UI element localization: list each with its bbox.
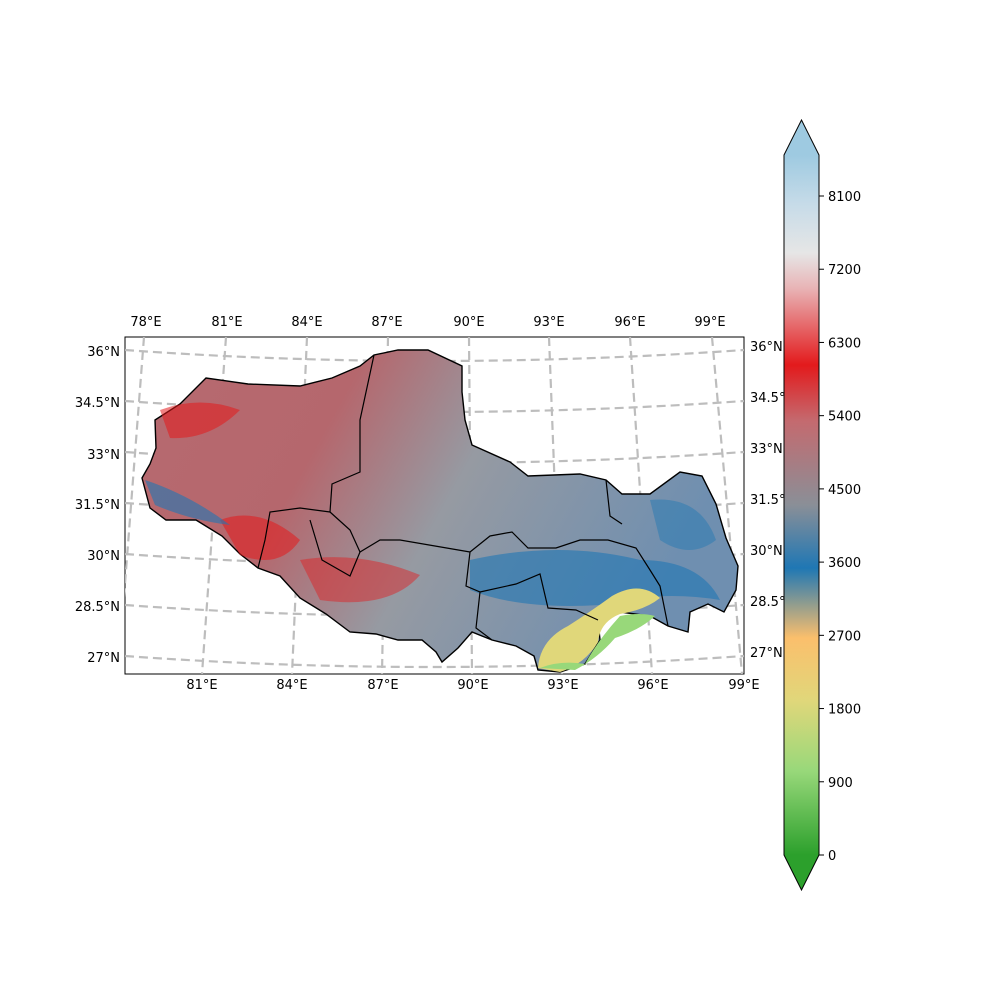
lat-gridline-28.5 [125, 603, 744, 618]
valley-west [145, 480, 230, 525]
top-lon-label: 99°E [694, 315, 725, 330]
top-lon-label: 78°E [130, 315, 161, 330]
right-lat-label: 33°N [750, 442, 783, 457]
bottom-lon-label: 93°E [547, 678, 578, 693]
left-lat-label: 33°N [87, 448, 120, 463]
colorbar-outline [783, 118, 820, 892]
left-lat-label: 36°N [87, 345, 120, 360]
colorbar-tick-label: 5400 [828, 410, 861, 425]
top-lon-label: 81°E [211, 315, 242, 330]
lon-gridline-99 [710, 337, 744, 674]
colorbar-body [784, 155, 819, 855]
colorbar: 0 900 1800 2700 3600 4500 5400 6300 7200 8100 [783, 118, 861, 892]
top-lon-label: 96°E [614, 315, 645, 330]
colorbar-extend-top [784, 120, 819, 155]
top-longitude-labels: 78°E 81°E 84°E 87°E 90°E 93°E 96°E 99°E [130, 315, 725, 330]
colorbar-tick-label: 6300 [828, 336, 861, 351]
bottom-lon-label: 99°E [728, 678, 759, 693]
top-lon-label: 90°E [453, 315, 484, 330]
lowland-southeast [538, 588, 660, 672]
colorbar-tick-label: 2700 [828, 629, 861, 644]
right-lat-label: 27°N [750, 646, 783, 661]
bottom-lon-label: 96°E [637, 678, 668, 693]
valley-southeast [470, 550, 720, 606]
bottom-lon-label: 81°E [186, 678, 217, 693]
left-lat-label: 27°N [87, 651, 120, 666]
right-lat-label: 36°N [750, 340, 783, 355]
valley-east [650, 499, 716, 550]
lon-gridline-78 [125, 337, 146, 598]
colorbar-tick-label: 1800 [828, 703, 861, 718]
colorbar-tick-label: 7200 [828, 263, 861, 278]
colorbar-tick-label: 4500 [828, 483, 861, 498]
left-lat-label: 30°N [87, 549, 120, 564]
bottom-lon-label: 84°E [276, 678, 307, 693]
left-lat-label: 31.5°N [75, 498, 120, 513]
lowland-green [540, 614, 655, 670]
colorbar-extend-bottom [784, 855, 819, 890]
left-lat-label: 28.5°N [75, 600, 120, 615]
bottom-lon-label: 87°E [367, 678, 398, 693]
colorbar-tick-label: 900 [828, 776, 853, 791]
tibet-region [141, 349, 739, 673]
colorbar-ticks: 0 900 1800 2700 3600 4500 5400 6300 7200 8100 [819, 190, 861, 864]
lat-gridline-27 [125, 654, 744, 669]
colorbar-tick-label: 3600 [828, 556, 861, 571]
top-lon-label: 93°E [533, 315, 564, 330]
bottom-longitude-labels: 81°E 84°E 87°E 90°E 93°E 96°E 99°E [186, 678, 759, 693]
lat-gridline-30 [125, 552, 744, 567]
colorbar-tick-label: 0 [828, 849, 836, 864]
high-elevation-southwest [220, 515, 300, 560]
lat-gridline-36 [125, 348, 744, 363]
high-elevation-south [300, 557, 420, 603]
high-elevation-west [160, 402, 240, 439]
left-lat-label: 34.5°N [75, 396, 120, 411]
top-lon-label: 84°E [291, 315, 322, 330]
right-lat-label: 30°N [750, 544, 783, 559]
prefecture-boundaries [257, 354, 669, 641]
left-latitude-labels: 36°N 34.5°N 33°N 31.5°N 30°N 28.5°N 27°N [75, 345, 120, 666]
top-lon-label: 87°E [371, 315, 402, 330]
bottom-lon-label: 90°E [457, 678, 488, 693]
colorbar-tick-label: 8100 [828, 190, 861, 205]
